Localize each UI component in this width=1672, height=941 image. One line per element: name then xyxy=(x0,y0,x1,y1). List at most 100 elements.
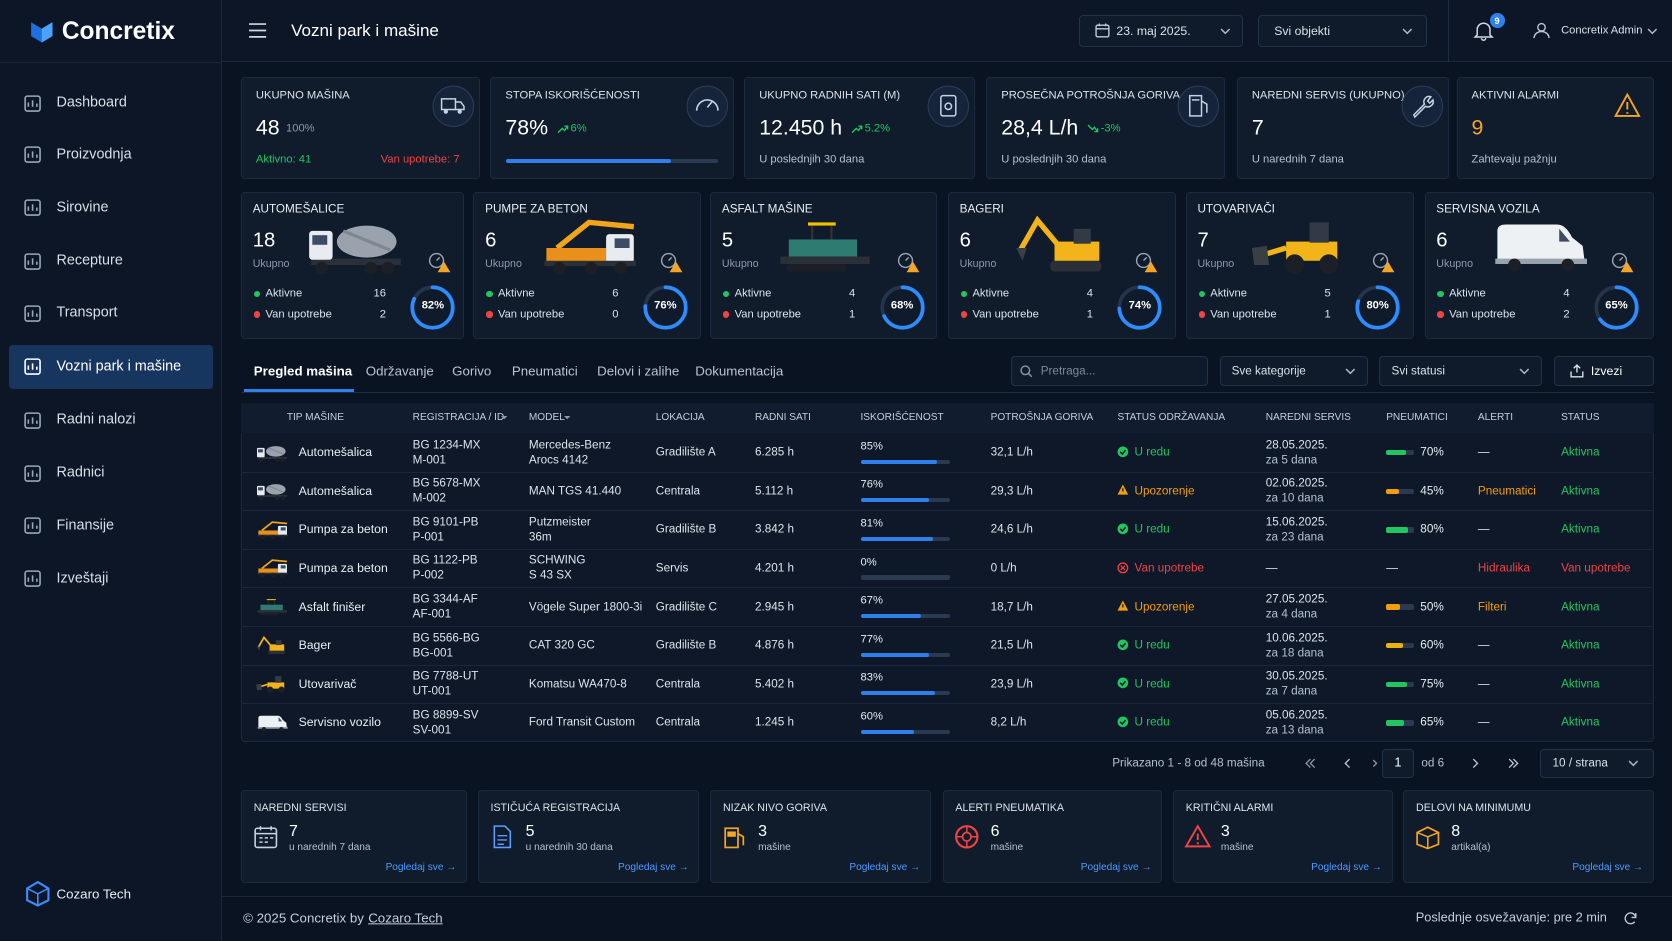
inactive-label: Van upotrebe xyxy=(265,308,332,321)
summary-link[interactable]: Pogledaj sve → xyxy=(849,862,921,874)
icon-part xyxy=(27,100,39,107)
icon-part xyxy=(780,256,871,265)
icon-part xyxy=(258,530,278,535)
icon-part xyxy=(927,85,969,128)
cell-service: — xyxy=(1265,561,1278,575)
kpi-label: UKUPNO MAŠINA xyxy=(255,89,350,102)
cell-model: S 43 SX xyxy=(528,568,572,582)
icon-part xyxy=(24,146,42,163)
nav-item[interactable]: Finansije xyxy=(56,517,115,534)
site-select[interactable] xyxy=(1258,14,1427,47)
column-header[interactable]: REGISTRACIJA / ID xyxy=(412,412,505,424)
icon-part xyxy=(1120,564,1126,570)
machine-icon xyxy=(257,715,288,731)
icon-part xyxy=(24,465,42,482)
sidebar-header-border xyxy=(0,61,222,63)
per-page-select[interactable] xyxy=(1539,748,1654,779)
util-label: 65% xyxy=(1605,299,1628,312)
search-box[interactable] xyxy=(1010,356,1209,386)
sort-icon xyxy=(501,415,508,420)
summary-link[interactable]: Pogledaj sve → xyxy=(1572,862,1644,874)
fleet-title: SERVISNA VOZILA xyxy=(1436,202,1540,216)
tab[interactable]: Pregled mašina xyxy=(253,363,353,379)
company-link[interactable]: Cozaro Tech xyxy=(368,910,443,926)
inactive-count: 2 xyxy=(1563,308,1570,321)
icon-part xyxy=(258,496,264,501)
export-label: Izvezi xyxy=(1590,364,1623,379)
summary-title: ISTIČUĆA REGISTRACIJA xyxy=(490,802,621,815)
fleet-total-label: Ukupno xyxy=(959,258,997,271)
status-icon xyxy=(1118,446,1129,457)
summary-note: artikal(a) xyxy=(1451,841,1491,853)
icon-part xyxy=(1612,252,1628,268)
summary-link[interactable]: Pogledaj sve → xyxy=(1080,862,1152,874)
icon-part xyxy=(808,222,836,227)
nav-item[interactable]: Transport xyxy=(56,305,118,322)
tab[interactable]: Delovi i zalihe xyxy=(597,363,680,379)
page-current: 1 xyxy=(1394,755,1402,771)
fleet-total-label: Ukupno xyxy=(721,258,759,271)
tab[interactable]: Dokumentacija xyxy=(695,363,784,379)
column-header[interactable]: MODEL xyxy=(528,412,565,424)
status-filter[interactable] xyxy=(1378,356,1542,386)
column-header: NAREDNI SERVIS xyxy=(1265,412,1351,424)
summary-card xyxy=(942,790,1163,883)
cell-tires: 60% xyxy=(1420,638,1444,652)
summary-title: ALERTI PNEUMATIKA xyxy=(955,802,1064,815)
nav-item[interactable]: Radnici xyxy=(56,465,105,482)
trend-icon xyxy=(1087,124,1099,132)
icon-part xyxy=(727,831,736,838)
util-arc xyxy=(1355,284,1400,330)
inactive-count: 1 xyxy=(1086,308,1093,321)
fleet-total: 6 xyxy=(1436,229,1448,252)
icon-part xyxy=(267,485,284,493)
util-ring xyxy=(1117,284,1162,330)
cell-util-label: 77% xyxy=(860,633,883,646)
active-count: 5 xyxy=(1324,287,1331,300)
row-divider xyxy=(240,664,1654,666)
cell-tires: — xyxy=(1386,561,1398,575)
user-name[interactable]: Concretix Admin xyxy=(1561,24,1643,37)
icon-part xyxy=(614,238,630,249)
summary-value: 5 xyxy=(525,822,535,840)
cell-fuel: 24,6 L/h xyxy=(990,522,1033,536)
category-filter[interactable] xyxy=(1219,356,1369,386)
status-icon xyxy=(1373,252,1395,272)
summary-link[interactable]: Pogledaj sve → xyxy=(618,862,689,874)
brand-logo xyxy=(30,22,53,43)
kpi-icon xyxy=(432,85,474,128)
cell-id: M-001 xyxy=(412,452,446,466)
cell-type: Bager xyxy=(298,638,332,653)
icon-part xyxy=(24,517,42,534)
machine-icon xyxy=(257,520,288,539)
icon-part xyxy=(1135,252,1151,268)
date-picker[interactable] xyxy=(1079,14,1244,47)
nav-item[interactable]: Radni nalozi xyxy=(56,411,136,428)
nav-item[interactable]: Sirovine xyxy=(56,199,109,216)
notification-badge[interactable] xyxy=(1489,12,1505,28)
cell-reg: BG 1234-MX xyxy=(412,437,481,451)
cell-hours: 6.285 h xyxy=(754,445,795,459)
nav-item[interactable]: Dashboard xyxy=(56,95,127,112)
icon-part xyxy=(1120,449,1127,455)
dot-inactive xyxy=(1437,311,1444,318)
status-filter-label: Svi statusi xyxy=(1391,364,1445,378)
summary-value: 8 xyxy=(1451,822,1461,840)
tab[interactable]: Pneumatici xyxy=(511,363,578,379)
tab[interactable]: Održavanje xyxy=(365,363,434,379)
tab[interactable]: Gorivo xyxy=(452,363,492,379)
nav-item[interactable]: Vozni park i mašine xyxy=(56,358,182,375)
summary-link[interactable]: Pogledaj sve → xyxy=(385,862,457,874)
kpi-active: Aktivno: 41 xyxy=(255,153,312,166)
nav-item[interactable]: Proizvodnja xyxy=(56,146,132,163)
status-icon xyxy=(1118,677,1129,689)
util-label: 74% xyxy=(1128,299,1152,312)
util-ring xyxy=(643,284,688,330)
row-divider xyxy=(240,471,1654,473)
nav-item[interactable]: Recepture xyxy=(56,252,123,269)
nav-item[interactable]: Izveštaji xyxy=(56,570,109,587)
summary-link[interactable]: Pogledaj sve → xyxy=(1311,862,1382,874)
search-icon xyxy=(1020,365,1033,377)
icon-part xyxy=(275,457,280,462)
page-input[interactable] xyxy=(1381,748,1414,779)
